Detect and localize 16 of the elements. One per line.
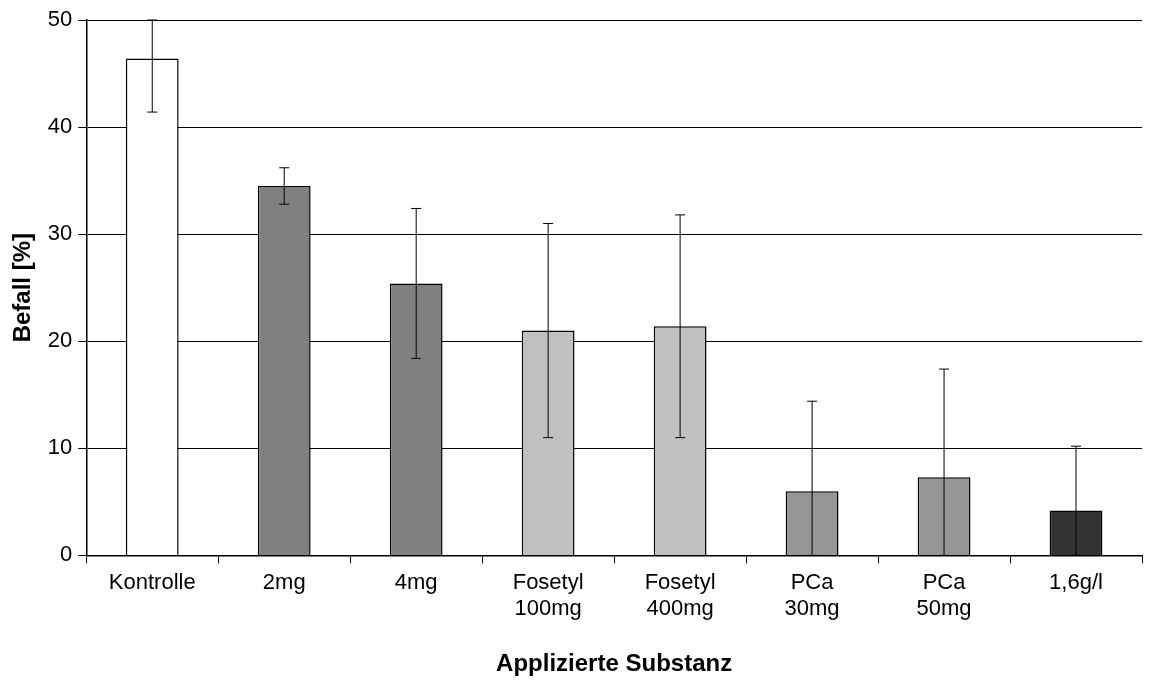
x-tick-label: Kontrolle — [108, 568, 196, 594]
x-axis-title: Applizierte Substanz — [496, 649, 733, 677]
y-tick-label: 40 — [47, 113, 73, 139]
y-tick-label: 30 — [47, 220, 73, 246]
y-tick-label: 20 — [47, 327, 73, 353]
x-tick-label: 4mg — [394, 568, 438, 594]
y-tick-label: 50 — [47, 6, 73, 32]
x-tick-label: PCa 50mg — [916, 568, 972, 621]
y-axis-title: Befall [%] — [8, 233, 36, 343]
x-tick-label: 2mg — [262, 568, 306, 594]
x-tick-label: PCa 30mg — [784, 568, 840, 621]
y-tick-label: 10 — [47, 434, 73, 460]
x-tick-label: Fosetyl 100mg — [512, 568, 584, 621]
y-tick-label: 0 — [60, 541, 73, 567]
x-tick-label: 1,6g/l — [1049, 568, 1103, 594]
x-tick-label: Fosetyl 400mg — [644, 568, 716, 621]
